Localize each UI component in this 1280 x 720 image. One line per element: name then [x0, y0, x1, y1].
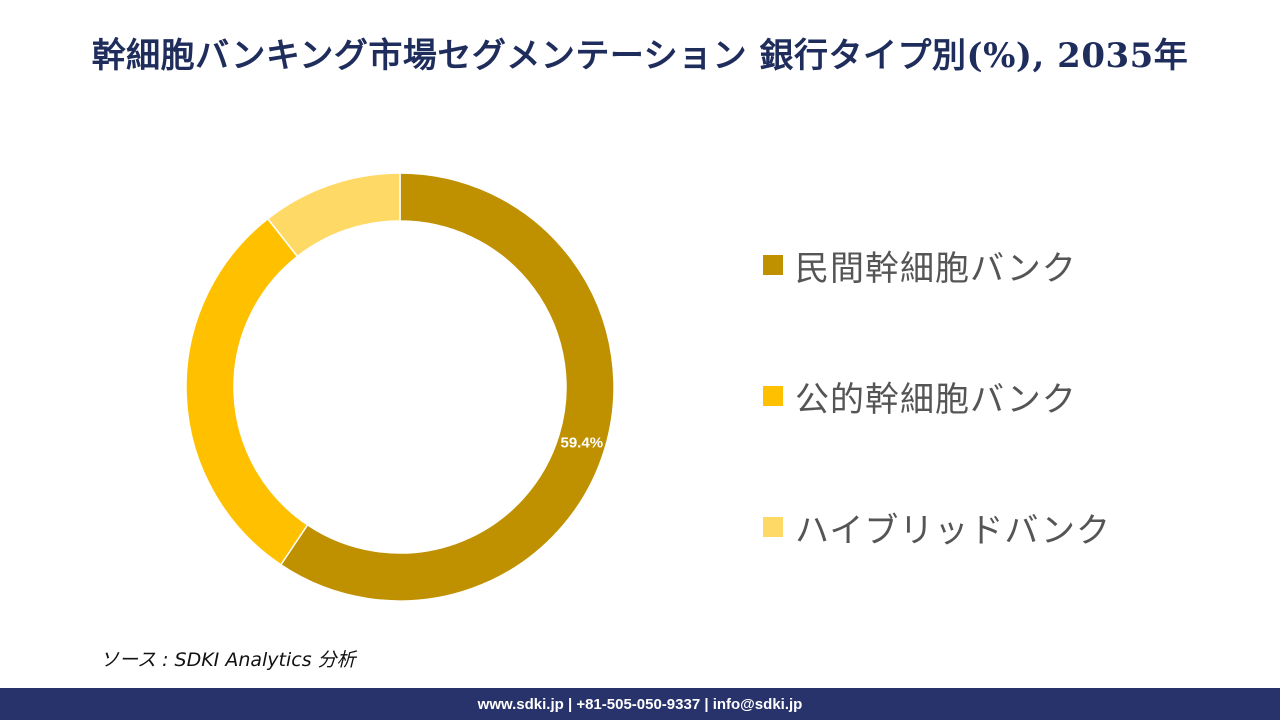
legend-swatch-2 — [763, 386, 783, 406]
donut-chart: 59.4% — [185, 172, 615, 602]
legend-label-3: ハイブリッドバンク — [795, 510, 1112, 551]
chart-title: 幹細胞バンキング市場セグメンテーション 銀行タイプ別(%), 2035年 — [91, 36, 1189, 76]
donut-slice-3 — [266, 172, 401, 258]
footer-contact: www.sdki.jp | +81-505-050-9337 | info@sd… — [477, 695, 803, 713]
data-label-1: 59.4% — [561, 434, 604, 451]
legend-label-2: 公的幹細胞バンク — [795, 379, 1077, 420]
footer-bar: www.sdki.jp | +81-505-050-9337 | info@sd… — [0, 688, 1280, 720]
donut-slice-1 — [279, 172, 615, 602]
legend-item-2: 公的幹細胞バンク — [763, 371, 1077, 421]
legend-swatch-1 — [763, 255, 783, 275]
legend-item-3: ハイブリッドバンク — [763, 502, 1111, 552]
legend-item-1: 民間幹細胞バンク — [763, 240, 1077, 290]
legend-label-1: 民間幹細胞バンク — [795, 248, 1077, 289]
source-note: ソース : SDKI Analytics 分析 — [100, 649, 356, 671]
donut-slice-2 — [185, 217, 309, 566]
legend-swatch-3 — [763, 517, 783, 537]
